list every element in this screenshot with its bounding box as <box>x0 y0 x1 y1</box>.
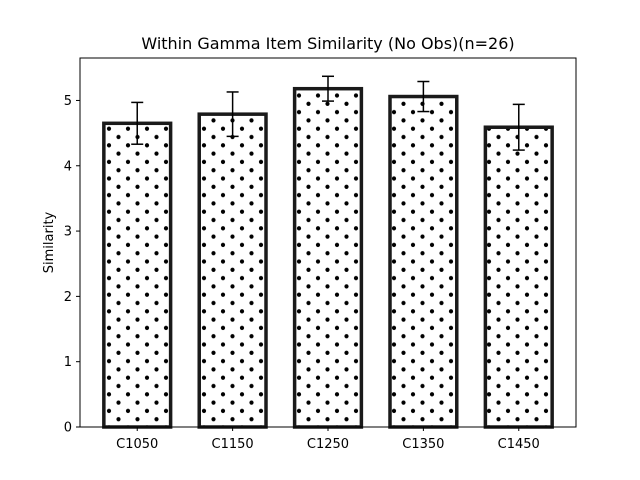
bar-hatch-C1350 <box>390 96 457 427</box>
error-bars <box>131 75 525 151</box>
y-axis-ticks: 0 1 2 3 4 5 <box>64 94 80 436</box>
bar-hatch-C1050 <box>103 123 171 427</box>
y-tick-label: 3 <box>64 225 72 240</box>
x-tick-label: C1150 <box>212 437 254 452</box>
y-tick-label: 2 <box>64 290 72 305</box>
x-tick-label: C1250 <box>307 437 349 452</box>
x-tick-label: C1450 <box>498 437 540 452</box>
bars <box>102 86 554 429</box>
y-tick-label: 4 <box>64 159 72 174</box>
y-tick-label: 1 <box>64 355 72 370</box>
bar-hatch-C1150 <box>199 114 266 427</box>
x-tick-label: C1350 <box>402 437 444 452</box>
y-axis-title: Similarity <box>42 211 57 273</box>
bar-hatch-C1250 <box>294 88 362 428</box>
x-tick-label: C1050 <box>116 437 158 452</box>
y-tick-label: 0 <box>64 421 72 436</box>
y-tick-label: 5 <box>64 94 72 109</box>
bar-hatch-C1450 <box>485 127 553 427</box>
x-axis-ticks: C1050 C1150 C1250 C1350 C1450 <box>116 427 540 452</box>
chart-title: Within Gamma Item Similarity (No Obs)(n=… <box>141 34 514 53</box>
